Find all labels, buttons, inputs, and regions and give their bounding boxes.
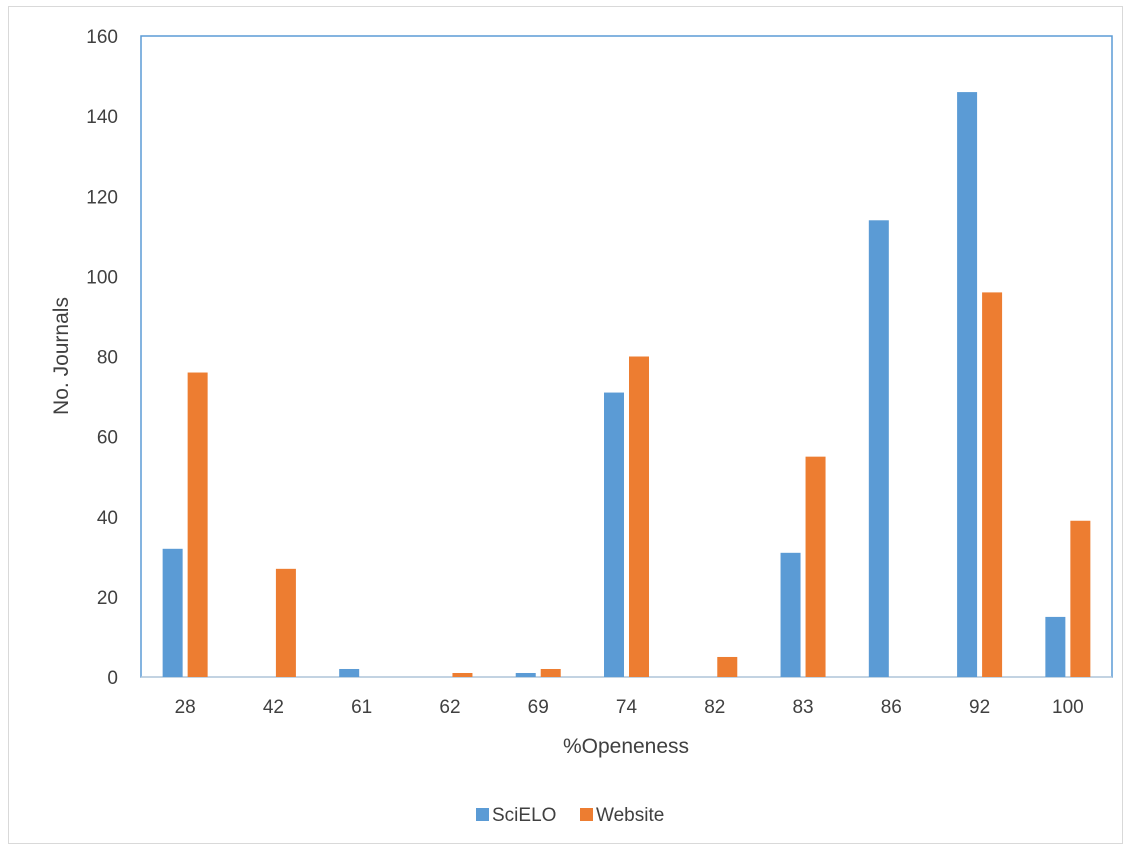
bar-website-92 xyxy=(982,292,1003,677)
x-axis-title: %Openeness xyxy=(563,735,689,758)
legend-label-website: Website xyxy=(596,805,664,826)
x-tick-label: 74 xyxy=(616,697,638,718)
x-tick-label: 28 xyxy=(175,697,196,718)
x-tick-label: 86 xyxy=(881,697,902,718)
bar-website-74 xyxy=(629,356,649,677)
bar-website-69 xyxy=(540,668,561,677)
bar-scielo-83 xyxy=(780,552,801,677)
legend: SciELO Website xyxy=(476,805,664,826)
y-tick-label: 100 xyxy=(86,267,118,288)
chart-frame xyxy=(8,6,1123,844)
x-tick-label: 69 xyxy=(528,697,549,718)
x-tick-label: 82 xyxy=(704,697,725,718)
y-tick-label: 160 xyxy=(86,27,118,48)
y-tick-label: 60 xyxy=(97,428,118,449)
x-tick-label: 62 xyxy=(439,697,460,718)
y-tick-label: 40 xyxy=(97,508,118,529)
legend-label-scielo: SciELO xyxy=(492,805,556,826)
bar-scielo-100 xyxy=(1045,616,1066,677)
x-tick-label: 100 xyxy=(1052,697,1084,718)
x-tick-labels: 28 42 61 62 69 74 82 83 86 92 100 xyxy=(175,697,1084,718)
y-axis-title: No. Journals xyxy=(50,297,73,415)
x-tick-label: 92 xyxy=(969,697,990,718)
legend-swatch-scielo xyxy=(476,808,489,821)
bars-group xyxy=(162,92,1091,677)
x-tick-label: 83 xyxy=(792,697,813,718)
x-tick-label: 61 xyxy=(351,697,372,718)
y-tick-label: 20 xyxy=(97,588,118,609)
bar-website-42 xyxy=(275,568,296,677)
bar-scielo-74 xyxy=(604,392,624,677)
y-tick-label: 120 xyxy=(86,187,118,208)
bar-website-83 xyxy=(805,456,826,677)
bar-scielo-69 xyxy=(515,672,536,677)
y-tick-labels: 0 20 40 60 80 100 120 140 160 xyxy=(86,27,118,689)
bar-website-28 xyxy=(187,372,208,677)
bar-scielo-61 xyxy=(339,668,360,677)
legend-swatch-website xyxy=(580,808,593,821)
bar-website-82 xyxy=(717,656,738,677)
y-tick-label: 80 xyxy=(97,348,118,369)
bar-scielo-92 xyxy=(957,92,978,677)
y-tick-label: 140 xyxy=(86,107,118,128)
bar-scielo-86 xyxy=(868,220,889,677)
y-tick-label: 0 xyxy=(107,668,118,689)
bar-scielo-28 xyxy=(162,548,183,677)
x-tick-label: 42 xyxy=(263,697,284,718)
bar-website-62 xyxy=(452,672,473,677)
bar-website-100 xyxy=(1070,520,1091,677)
